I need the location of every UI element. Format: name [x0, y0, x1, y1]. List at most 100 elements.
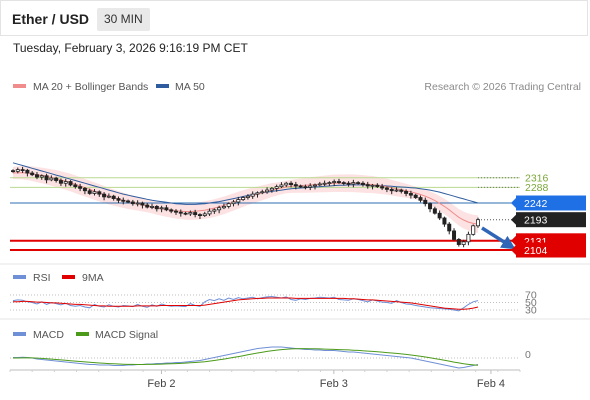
- candle-body: [447, 223, 452, 232]
- candle: [452, 228, 457, 241]
- candle: [207, 208, 212, 216]
- candle-body: [164, 207, 169, 211]
- rsi-legend: RSI 9MA: [13, 272, 104, 284]
- candle-body: [197, 214, 202, 217]
- candle-body: [346, 182, 351, 185]
- candle-body: [63, 181, 68, 184]
- candle-body: [25, 169, 30, 174]
- candle: [336, 178, 341, 184]
- candle-body: [380, 186, 385, 189]
- candle-body: [169, 209, 174, 212]
- candle: [322, 180, 327, 186]
- candle-body: [250, 193, 255, 197]
- candle: [298, 184, 303, 189]
- candle: [317, 181, 322, 187]
- candle-body: [408, 193, 413, 196]
- candle-body: [226, 203, 231, 207]
- candle: [20, 166, 25, 174]
- candle: [221, 203, 226, 210]
- candle: [365, 181, 370, 189]
- candle: [303, 184, 308, 190]
- candle-body: [327, 182, 332, 184]
- candle-body: [265, 189, 270, 193]
- candle: [265, 187, 270, 194]
- candle: [370, 183, 375, 190]
- candle: [39, 174, 44, 180]
- candle: [413, 193, 418, 199]
- candle: [456, 238, 461, 247]
- candle: [121, 197, 126, 205]
- candle-body: [49, 177, 54, 181]
- candle: [145, 203, 150, 209]
- candle-body: [97, 191, 102, 195]
- candle: [97, 190, 102, 197]
- price-levels: [10, 177, 586, 251]
- candle-body: [370, 184, 375, 187]
- macd-legend: MACD MACD Signal: [13, 329, 158, 341]
- candle-body: [404, 191, 409, 194]
- candle-body: [360, 182, 365, 186]
- candle-body: [126, 200, 131, 203]
- legend-label-ma20: MA 20 + Bollinger Bands: [33, 81, 148, 93]
- candle: [327, 181, 332, 186]
- candle-body: [432, 208, 437, 214]
- timeframe-button[interactable]: 30 MIN: [97, 8, 150, 31]
- timestamp: Tuesday, February 3, 2026 9:16:19 PM CET: [13, 41, 248, 55]
- candle: [150, 203, 155, 210]
- candle-body: [20, 169, 25, 172]
- candle: [284, 181, 289, 187]
- candle-body: [150, 206, 155, 208]
- candle-body: [384, 187, 389, 190]
- candle: [293, 181, 298, 190]
- price-label-2242: 2242: [524, 198, 548, 210]
- candle-body: [121, 199, 126, 202]
- price-badge-2316: 2316: [525, 172, 549, 184]
- candle-body: [461, 241, 466, 245]
- candle-body: [255, 192, 260, 195]
- candle-body: [82, 187, 87, 192]
- candle: [274, 184, 279, 192]
- candle: [226, 202, 231, 209]
- candle: [442, 216, 447, 227]
- candle-body: [413, 194, 418, 198]
- candle-body: [336, 181, 341, 183]
- candle-body: [274, 186, 279, 189]
- candle: [351, 179, 356, 188]
- candle-body: [212, 209, 217, 212]
- candle-body: [207, 210, 212, 215]
- candle: [408, 190, 413, 199]
- candle-body: [452, 230, 457, 240]
- candle-body: [365, 184, 370, 187]
- macd-line: [13, 346, 479, 369]
- candle: [399, 188, 404, 194]
- candle: [308, 183, 313, 191]
- candle: [437, 210, 442, 221]
- candle-body: [284, 182, 289, 186]
- candle: [212, 208, 217, 214]
- candle-body: [30, 172, 35, 176]
- bollinger-band-area: [13, 165, 478, 233]
- candle-body: [399, 189, 404, 192]
- candle: [193, 209, 198, 218]
- candle: [63, 178, 68, 187]
- candle-body: [303, 186, 308, 189]
- ma50-line: [12, 162, 479, 205]
- price-badge-2242: 2242: [511, 195, 586, 211]
- candle: [87, 188, 92, 195]
- chart-header: Ether / USD 30 MIN: [0, 0, 588, 36]
- candle-body: [442, 217, 447, 225]
- candle-body: [289, 182, 294, 186]
- candle-body: [236, 199, 241, 203]
- price-badge-pointer: [511, 245, 516, 255]
- candle-body: [456, 239, 461, 245]
- candle: [106, 193, 111, 199]
- legend-label-ma50: MA 50: [175, 81, 205, 93]
- candle: [428, 202, 433, 213]
- ma20-line: [12, 172, 479, 225]
- candle: [231, 199, 236, 207]
- candle-body: [221, 206, 226, 209]
- candle-body: [322, 182, 327, 185]
- candle-body: [298, 185, 303, 188]
- candle: [346, 181, 351, 187]
